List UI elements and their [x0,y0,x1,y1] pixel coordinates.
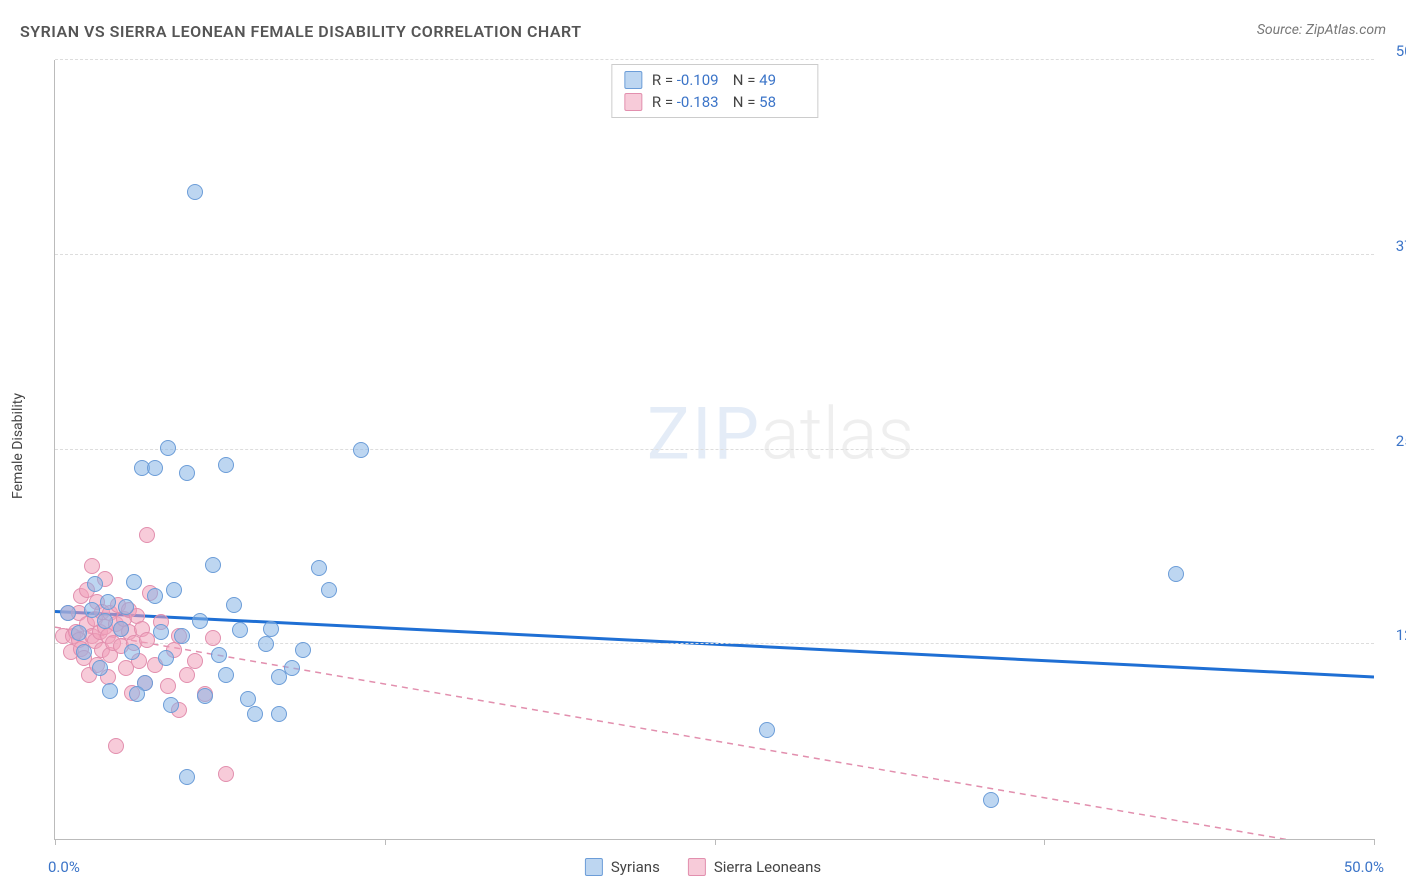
scatter-point [163,697,179,713]
r-label-2: R = [652,93,677,111]
scatter-point [258,636,274,652]
legend-swatch-2 [688,858,706,876]
bottom-legend: Syrians Sierra Leoneans [585,858,821,876]
scatter-point [321,582,337,598]
scatter-point [97,613,113,629]
r-value-2: -0.183 [677,93,723,111]
scatter-point [124,644,140,660]
stats-row-series1: R = -0.109 N = 49 [624,69,805,91]
xtick-mark [1044,839,1045,845]
r-label-1: R = [652,71,677,89]
scatter-point [139,527,155,543]
xtick-mark [385,839,386,845]
source-prefix: Source: [1257,22,1306,38]
xtick-mark [1374,839,1375,845]
scatter-point [271,706,287,722]
x-max-label: 50.0% [1344,858,1384,876]
legend-label-2: Sierra Leoneans [714,858,821,876]
n-value-2: 58 [759,93,805,111]
scatter-point [147,588,163,604]
swatch-series2 [624,93,642,111]
scatter-point [205,557,221,573]
scatter-point [218,667,234,683]
scatter-point [247,706,263,722]
scatter-point [179,667,195,683]
scatter-point [983,792,999,808]
scatter-point [108,738,124,754]
scatter-point [166,582,182,598]
scatter-point [129,686,145,702]
scatter-point [1168,566,1184,582]
scatter-point [113,621,129,637]
scatter-point [76,644,92,660]
ytick-label: 25.0% [1380,432,1406,450]
scatter-point [759,722,775,738]
legend-item-series2: Sierra Leoneans [688,858,821,876]
scatter-point [218,457,234,473]
scatter-point [153,624,169,640]
scatter-point [211,647,227,663]
scatter-point [84,558,100,574]
scatter-point [226,597,242,613]
trend-line [55,612,1374,677]
scatter-point [118,599,134,615]
xtick-mark [55,839,56,845]
scatter-point [87,576,103,592]
gridline-h [55,254,1374,255]
scatter-point [218,766,234,782]
scatter-point [179,769,195,785]
scatter-point [232,622,248,638]
n-label-1: N = [733,71,759,89]
scatter-point [160,678,176,694]
scatter-point [187,653,203,669]
scatter-point [60,605,76,621]
stats-legend-box: R = -0.109 N = 49 R = -0.183 N = 58 [611,64,818,118]
scatter-point [197,688,213,704]
scatter-point [192,613,208,629]
ytick-label: 12.5% [1380,626,1406,644]
y-axis-label: Female Disability [10,393,26,499]
gridline-h [55,643,1374,644]
scatter-point [187,184,203,200]
scatter-point [353,442,369,458]
x-min-label: 0.0% [48,858,80,876]
gridline-h [55,59,1374,60]
n-value-1: 49 [759,71,805,89]
swatch-series1 [624,71,642,89]
stats-row-series2: R = -0.183 N = 58 [624,91,805,113]
scatter-point [147,460,163,476]
scatter-point [102,683,118,699]
n-label-2: N = [733,93,759,111]
source-label: Source: ZipAtlas.com [1257,22,1386,41]
gridline-h [55,449,1374,450]
legend-label-1: Syrians [611,858,660,876]
scatter-point [295,642,311,658]
watermark: ZIPatlas [647,391,914,476]
trend-line [55,627,1374,839]
scatter-point [160,440,176,456]
scatter-point [179,465,195,481]
scatter-point [71,625,87,641]
watermark-atlas: atlas [761,391,914,476]
scatter-point [126,574,142,590]
xtick-mark [715,839,716,845]
chart-title: SYRIAN VS SIERRA LEONEAN FEMALE DISABILI… [20,22,582,41]
scatter-point [311,560,327,576]
scatter-point [100,594,116,610]
legend-item-series1: Syrians [585,858,660,876]
scatter-point [174,628,190,644]
scatter-point [158,650,174,666]
r-value-1: -0.109 [677,71,723,89]
scatter-point [92,660,108,676]
scatter-point [240,691,256,707]
scatter-point [205,630,221,646]
watermark-zip: ZIP [647,391,761,476]
legend-swatch-1 [585,858,603,876]
source-name: ZipAtlas.com [1306,22,1386,38]
scatter-point [284,660,300,676]
ytick-label: 50.0% [1380,42,1406,60]
ytick-label: 37.5% [1380,237,1406,255]
scatter-point [263,621,279,637]
plot-area: ZIPatlas R = -0.109 N = 49 R = -0.183 N … [54,60,1374,840]
